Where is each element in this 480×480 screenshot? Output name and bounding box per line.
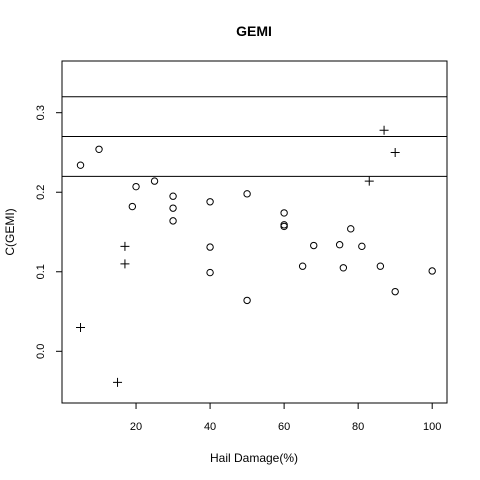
- data-point-circle: [128, 202, 137, 211]
- data-point-circle: [428, 267, 436, 275]
- data-point-circle: [243, 190, 251, 198]
- data-point-circle: [335, 241, 344, 249]
- data-point-circle: [339, 264, 348, 272]
- data-point-circle: [391, 287, 399, 296]
- x-tick-label: 80: [352, 421, 364, 433]
- chart-title: GEMI: [236, 23, 272, 39]
- x-tick-label: 60: [278, 421, 290, 433]
- data-point-plus: [113, 377, 123, 387]
- x-tick-label: 20: [130, 421, 142, 433]
- data-point-plus: [390, 147, 400, 157]
- reference-lines: [62, 96, 447, 177]
- data-point-circle: [298, 262, 307, 270]
- data-point-circle: [310, 241, 318, 250]
- data-point-circle: [243, 296, 251, 305]
- data-point-plus: [120, 259, 130, 269]
- data-point-circle: [95, 145, 103, 153]
- x-axis: 20 40 60 80 100: [130, 403, 441, 433]
- data-point-plus: [364, 176, 374, 186]
- data-point-circle: [347, 225, 355, 233]
- data-point-circle: [169, 217, 177, 225]
- x-tick-label: 40: [204, 421, 216, 433]
- data-point-circle: [358, 242, 366, 251]
- y-axis: 0.0 0.1 0.2 0.3: [35, 105, 62, 359]
- y-tick-label: 0.1: [35, 264, 47, 279]
- y-tick-label: 0.0: [35, 344, 47, 359]
- x-axis-label: Hail Damage(%): [210, 451, 298, 465]
- y-axis-label: C(GEMI): [3, 208, 17, 255]
- data-point-plus: [76, 322, 86, 332]
- data-point-circle: [76, 161, 85, 169]
- data-point-circle: [169, 204, 177, 212]
- x-tick-label: 100: [423, 421, 441, 433]
- data-point-circle: [376, 262, 385, 270]
- data-point-plus: [120, 241, 130, 251]
- plot-marks: [76, 125, 436, 387]
- data-point-circle: [206, 268, 214, 277]
- y-tick-label: 0.2: [35, 185, 47, 200]
- plot-frame: [61, 60, 448, 404]
- data-point-circle: [280, 222, 288, 231]
- data-point-circle: [206, 198, 214, 206]
- data-point-circle: [169, 192, 177, 200]
- y-tick-label: 0.3: [35, 105, 47, 120]
- data-point-circle: [150, 177, 159, 185]
- data-point-circle: [132, 182, 140, 191]
- data-point-circle: [280, 209, 288, 217]
- data-point-circle: [206, 243, 214, 251]
- data-point-plus: [379, 125, 389, 135]
